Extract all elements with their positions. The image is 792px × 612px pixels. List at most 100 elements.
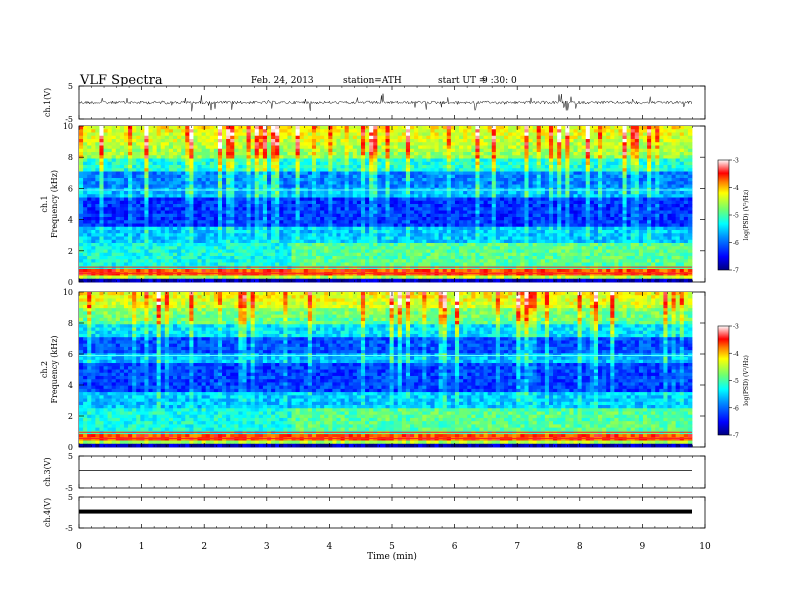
spectrogram-cell <box>275 191 280 195</box>
spectrogram-cell <box>275 181 280 185</box>
spectrogram-cell <box>132 213 137 218</box>
spectrogram-cell <box>442 126 448 130</box>
spectrogram-cell <box>557 158 562 163</box>
spectrogram-cell <box>201 148 207 153</box>
spectrogram-cell <box>548 191 554 195</box>
spectrogram-cell <box>626 171 632 176</box>
spectrogram-cell <box>262 129 268 133</box>
spectrogram-cell <box>148 129 153 133</box>
spectrogram-cell <box>324 200 329 205</box>
spectrogram-cell <box>565 207 570 211</box>
spectrogram-cell <box>262 155 268 159</box>
spectrogram-cell <box>95 178 100 182</box>
spectrogram-cell <box>266 197 272 202</box>
spectrogram-cell <box>573 145 578 150</box>
spectrogram-cell <box>393 174 399 179</box>
spectrogram-cell <box>352 168 358 172</box>
spectrogram-cell <box>557 194 562 198</box>
spectrogram-cell <box>418 213 423 218</box>
spectrogram-cell <box>99 139 104 143</box>
spectrogram-cell <box>283 132 288 137</box>
spectrogram-cell <box>332 220 337 224</box>
spectrogram-cell <box>87 155 92 159</box>
spectrogram-cell <box>185 129 190 133</box>
spectrogram-cell <box>679 152 685 156</box>
spectrogram-cell <box>475 165 480 169</box>
spectrogram-cell <box>128 139 133 143</box>
spectrogram-cell <box>95 165 100 169</box>
spectrogram-cell <box>593 200 599 205</box>
spectrogram-cell <box>115 230 121 234</box>
spectrogram-cell <box>275 152 280 156</box>
spectrogram-cell <box>475 191 480 195</box>
spectrogram-cell <box>303 223 309 228</box>
spectrogram-cell <box>185 210 190 215</box>
spectrogram-cell <box>83 220 88 224</box>
spectrogram-cell <box>275 155 280 159</box>
spectrogram-cell <box>222 217 227 221</box>
spectrogram-cell <box>577 226 583 231</box>
spectrogram-cell <box>647 129 652 133</box>
spectrogram-cell <box>491 129 497 133</box>
spectrogram-cell <box>148 197 153 202</box>
spectrogram-cell <box>324 158 329 163</box>
spectrogram-cell <box>491 152 497 156</box>
spectrogram-cell <box>659 165 664 169</box>
spectrogram-cell <box>320 197 325 202</box>
spectrogram-cell <box>634 168 640 172</box>
spectrogram-cell <box>683 197 689 202</box>
spectrogram-cell <box>128 213 133 218</box>
spectrogram-cell <box>405 171 411 176</box>
spectrogram-cell <box>671 132 677 137</box>
spectrogram-cell <box>659 135 664 140</box>
spectrogram-cell <box>340 161 346 166</box>
spectrogram-cell <box>638 220 644 224</box>
spectrogram-cell <box>687 181 693 185</box>
spectrogram-cell <box>491 207 497 211</box>
spectrogram-cell <box>197 171 202 176</box>
spectrogram-cell <box>189 210 194 215</box>
spectrogram-cell <box>438 165 444 169</box>
spectrogram-cell <box>577 148 583 153</box>
spectrogram-cell <box>365 226 370 231</box>
spectrogram-cell <box>217 126 223 130</box>
spectrogram-cell <box>667 155 672 159</box>
spectrogram-cell <box>671 184 677 189</box>
spectrogram-cell <box>401 126 407 130</box>
spectrogram-cell <box>516 129 521 133</box>
spectrogram-cell <box>95 152 100 156</box>
spectrogram-cell <box>471 171 476 176</box>
spectrogram-cell <box>136 145 141 150</box>
spectrogram-cell <box>504 197 509 202</box>
spectrogram-cell <box>197 184 202 189</box>
spectrogram-cell <box>307 210 313 215</box>
spectrogram-cell <box>299 145 305 150</box>
spectrogram-cell <box>499 161 505 166</box>
spectrogram-cell <box>160 145 166 150</box>
spectrogram-cell <box>655 207 660 211</box>
spectrogram-cell <box>626 142 632 146</box>
spectrogram-cell <box>565 178 570 182</box>
spectrogram-cell <box>193 197 198 202</box>
spectrogram-cell <box>348 165 354 169</box>
spectrogram-cell <box>283 171 288 176</box>
spectrogram-cell <box>401 226 407 231</box>
spectrogram-cell <box>614 223 619 228</box>
spectrogram-cell <box>234 200 239 205</box>
spectrogram-cell <box>667 207 672 211</box>
spectrogram-cell <box>508 168 513 172</box>
spectrogram-cell <box>316 181 321 185</box>
spectrogram-cell <box>209 161 215 166</box>
spectrogram-cell <box>226 148 231 153</box>
spectrogram-cell <box>504 135 509 140</box>
spectrogram-cell <box>238 181 243 185</box>
spectrogram-cell <box>410 126 415 130</box>
spectrogram-cell <box>201 194 207 198</box>
spectrogram-cell <box>520 168 525 172</box>
spectrogram-cell <box>111 171 117 176</box>
spectrogram-cell <box>442 152 448 156</box>
spectrogram-cell <box>324 148 329 153</box>
spectrogram-cell <box>344 217 350 221</box>
spectrogram-cell <box>172 181 178 185</box>
spectrogram-cell <box>107 200 113 205</box>
